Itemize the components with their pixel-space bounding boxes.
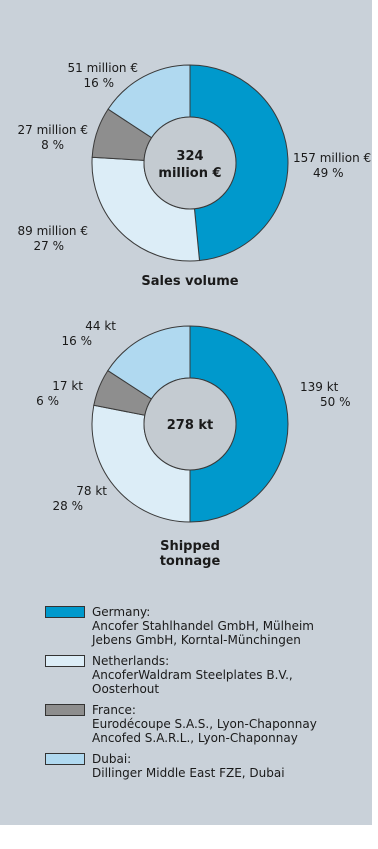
legend-company: Ancofed S.A.R.L., Lyon-Chaponnay — [92, 731, 298, 745]
legend-country: Germany: — [92, 605, 151, 619]
center-circle — [143, 116, 237, 210]
slice-label-germany: 139 kt — [300, 380, 339, 394]
legend-swatch — [45, 704, 85, 716]
slice-label-dubai: 51 million € — [67, 61, 138, 75]
slice-label-netherlands: 78 kt — [76, 484, 107, 498]
legend-item-germany: Germany: Ancofer Stahlhandel GmbH, Mülhei… — [45, 605, 365, 647]
legend-swatch — [45, 606, 85, 618]
slice-percent-france: 6 % — [36, 394, 59, 408]
slice-percent-germany: 49 % — [313, 166, 344, 180]
slice-percent-dubai: 16 % — [84, 76, 115, 90]
chart-title: Shipped — [160, 539, 220, 554]
legend: Germany: Ancofer Stahlhandel GmbH, Mülhei… — [45, 605, 365, 787]
legend-country: France: — [92, 703, 136, 717]
legend-country: Dubai: — [92, 752, 132, 766]
slice-percent-netherlands: 27 % — [34, 239, 65, 253]
center-total: million € — [158, 166, 221, 181]
legend-company: Eurodécoupe S.A.S., Lyon-Chaponnay — [92, 717, 317, 731]
legend-company: Ancofer Stahlhandel GmbH, Mülheim — [92, 619, 314, 633]
legend-company: Jebens GmbH, Korntal-Münchingen — [92, 633, 301, 647]
legend-company: Dillinger Middle East FZE, Dubai — [92, 766, 285, 780]
center-circle — [143, 377, 237, 471]
legend-swatch — [45, 753, 85, 765]
chart-title: Sales volume — [141, 274, 238, 289]
legend-item-dubai: Dubai: Dillinger Middle East FZE, Dubai — [45, 752, 365, 780]
slice-percent-germany: 50 % — [320, 395, 351, 409]
legend-country: Netherlands: — [92, 654, 170, 668]
legend-item-netherlands: Netherlands: AncoferWaldram Steelplates B… — [45, 654, 365, 696]
slice-label-netherlands: 89 million € — [17, 224, 88, 238]
slice-percent-netherlands: 28 % — [53, 499, 84, 513]
legend-swatch — [45, 655, 85, 667]
slice-label-dubai: 44 kt — [85, 319, 116, 333]
slice-label-germany: 157 million € — [293, 151, 371, 165]
center-total: 324 — [176, 149, 203, 164]
slice-label-france: 27 million € — [17, 123, 88, 137]
center-total: 278 kt — [167, 418, 214, 433]
slice-percent-dubai: 16 % — [62, 334, 93, 348]
legend-item-france: France: Eurodécoupe S.A.S., Lyon-Chaponna… — [45, 703, 365, 745]
slice-percent-france: 8 % — [41, 138, 64, 152]
donut-charts: 157 million €49 % 89 million €27 % 27 mill… — [17, 61, 371, 569]
legend-company: AncoferWaldram Steelplates B.V., — [92, 668, 293, 682]
legend-company: Oosterhout — [92, 682, 160, 696]
slice-label-france: 17 kt — [52, 379, 83, 393]
chart-title: tonnage — [160, 554, 221, 569]
